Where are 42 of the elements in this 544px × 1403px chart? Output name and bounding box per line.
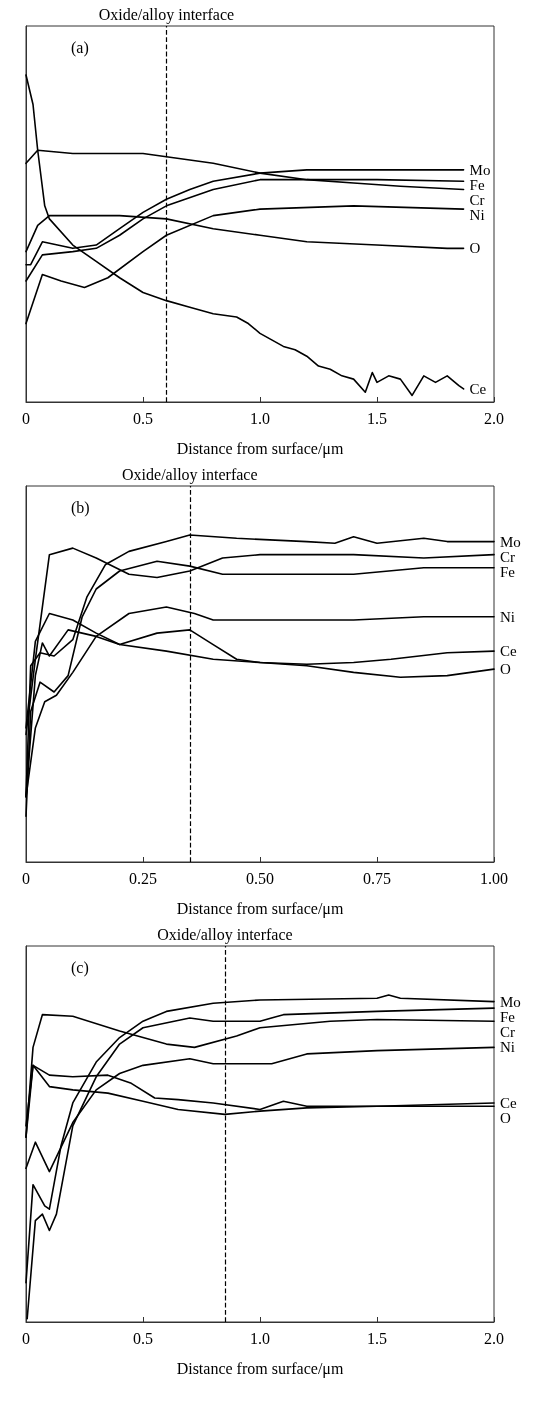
series-label: Ni bbox=[500, 1039, 515, 1056]
series-label: Fe bbox=[500, 563, 516, 580]
series-label: Ce bbox=[500, 1094, 517, 1111]
x-tick-label: 0 bbox=[22, 869, 30, 887]
series-label: Cr bbox=[500, 1023, 515, 1040]
x-tick-label: 2.0 bbox=[484, 1329, 504, 1347]
series-label: Mo bbox=[469, 161, 491, 178]
series-label: O bbox=[500, 1109, 511, 1126]
x-tick-label: 0.25 bbox=[129, 869, 157, 887]
ref-line-label: Oxide/alloy interface bbox=[98, 5, 235, 24]
x-tick-label: 0.50 bbox=[246, 869, 274, 887]
x-tick-label: 0 bbox=[22, 1329, 30, 1347]
x-tick-label: 2.0 bbox=[484, 409, 504, 427]
x-tick-label: 1.0 bbox=[250, 1329, 270, 1347]
series-label: Mo bbox=[500, 993, 521, 1010]
series-label: Mo bbox=[500, 533, 521, 550]
chart-title: (b) bbox=[71, 498, 90, 517]
series-label: Cr bbox=[500, 548, 515, 565]
chart-title: (a) bbox=[71, 38, 89, 57]
ref-line-label: Oxide/alloy interface bbox=[122, 465, 258, 484]
series-label: Fe bbox=[469, 176, 485, 193]
x-tick-label: 0.75 bbox=[363, 869, 391, 887]
x-axis-title: Distance from surface/μm bbox=[176, 1359, 344, 1378]
chart-title: (c) bbox=[71, 958, 89, 977]
x-tick-label: 0 bbox=[22, 409, 30, 427]
x-tick-label: 0.5 bbox=[133, 1329, 153, 1347]
x-tick-label: 1.00 bbox=[480, 869, 508, 887]
x-tick-label: 1.0 bbox=[250, 409, 270, 427]
series-label: O bbox=[469, 240, 481, 257]
x-axis-title: Distance from surface/μm bbox=[176, 899, 344, 918]
series-label: Cr bbox=[469, 191, 485, 208]
series-label: Ni bbox=[500, 608, 515, 625]
x-tick-label: 1.5 bbox=[367, 1329, 387, 1347]
series-label: O bbox=[500, 661, 511, 678]
series-label: Ce bbox=[500, 643, 517, 660]
series-label: Ce bbox=[469, 380, 487, 397]
x-tick-label: 1.5 bbox=[367, 409, 387, 427]
series-label: Fe bbox=[500, 1008, 516, 1025]
x-tick-label: 0.5 bbox=[133, 409, 153, 427]
ref-line-label: Oxide/alloy interface bbox=[157, 925, 293, 944]
series-label: Ni bbox=[469, 206, 485, 223]
x-axis-title: Distance from surface/μm bbox=[176, 439, 344, 458]
